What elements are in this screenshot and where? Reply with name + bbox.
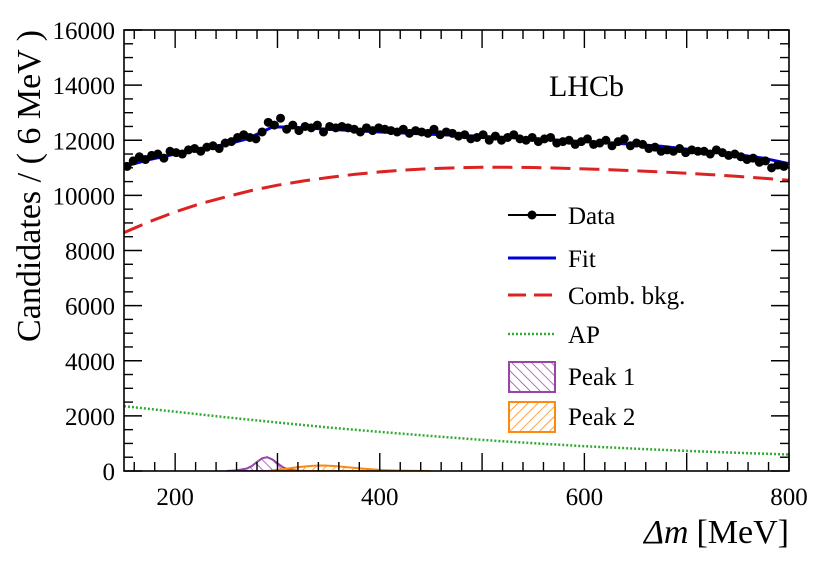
ap-curve	[124, 404, 789, 456]
data-point	[214, 144, 224, 154]
data-point-marker	[124, 161, 132, 171]
data-point-marker	[478, 130, 488, 140]
legend-entry-peak1: Peak 1	[508, 361, 635, 393]
legend-entry-ap: AP	[508, 322, 600, 349]
data-point	[546, 132, 556, 142]
legend: Data Fit Comb. bkg. AP Peak 1 Peak 2	[508, 203, 685, 433]
legend-entry-comb: Comb. bkg.	[508, 283, 685, 310]
y-tick-label: 6000	[65, 294, 115, 321]
data-point-marker	[269, 120, 279, 130]
legend-entry-data: Data	[508, 203, 615, 230]
data-point	[760, 156, 770, 166]
data-point-marker	[257, 127, 267, 137]
data-point	[429, 124, 439, 134]
data-point	[288, 120, 298, 130]
data-point	[276, 113, 286, 123]
data-point	[779, 161, 789, 171]
x-tick-label: 400	[361, 484, 399, 511]
peak2-area	[267, 464, 431, 471]
data-point	[478, 130, 488, 140]
data-point	[319, 127, 328, 137]
legend-label-data: Data	[568, 203, 615, 230]
data-point-marker	[429, 124, 439, 134]
data-point-marker	[582, 134, 592, 144]
data-point-marker	[288, 120, 298, 130]
x-axis-label: Δm [MeV]	[642, 514, 789, 551]
data-point	[601, 135, 611, 145]
data-point	[582, 134, 592, 144]
data-point	[312, 120, 322, 130]
data-point-marker	[312, 120, 322, 130]
y-tick-label: 8000	[65, 239, 115, 266]
legend-label-peak2: Peak 2	[568, 404, 635, 431]
x-tick-label: 200	[156, 484, 194, 511]
y-tick-label: 0	[103, 459, 116, 486]
y-tick-label: 14000	[53, 73, 116, 100]
data-point-marker	[319, 127, 328, 137]
data-point	[269, 120, 279, 130]
x-tick-label: 800	[770, 484, 808, 511]
comb-bkg-curve	[124, 165, 789, 234]
data-point	[251, 134, 261, 144]
y-tick-label: 4000	[65, 349, 115, 376]
x-axis-label-unit: [MeV]	[696, 514, 789, 551]
y-tick-label: 2000	[65, 404, 115, 431]
data-point	[257, 127, 267, 137]
legend-label-peak1: Peak 1	[568, 364, 635, 391]
data-point	[159, 153, 169, 163]
y-tick-label: 10000	[53, 183, 116, 210]
legend-entry-fit: Fit	[508, 246, 596, 273]
data-point-marker	[619, 134, 629, 144]
data-point-marker	[760, 156, 770, 166]
x-tick-label: 600	[566, 484, 604, 511]
data-point-marker	[159, 153, 169, 163]
plot-frame	[123, 29, 790, 472]
lhcb-label: LHCb	[549, 70, 624, 103]
legend-peak1-swatch	[508, 361, 556, 393]
data-point-marker	[214, 144, 224, 154]
y-tick-label: 12000	[53, 128, 116, 155]
legend-label-comb: Comb. bkg.	[568, 283, 685, 310]
data-point-marker	[276, 113, 286, 123]
legend-data-marker	[527, 210, 537, 220]
x-axis-label-symbol: Δm	[642, 514, 689, 551]
data-point-marker	[601, 135, 611, 145]
y-axis-label: Candidates / ( 6 MeV )	[11, 30, 48, 342]
data-point-marker	[546, 132, 556, 142]
legend-label-ap: AP	[568, 322, 600, 349]
legend-entry-peak2: Peak 2	[508, 401, 635, 433]
legend-label-fit: Fit	[568, 246, 596, 273]
data-point-marker	[251, 134, 261, 144]
y-tick-label: 16000	[53, 18, 116, 45]
data-point	[619, 134, 629, 144]
legend-peak2-swatch	[508, 401, 556, 433]
data-point-marker	[779, 161, 789, 171]
